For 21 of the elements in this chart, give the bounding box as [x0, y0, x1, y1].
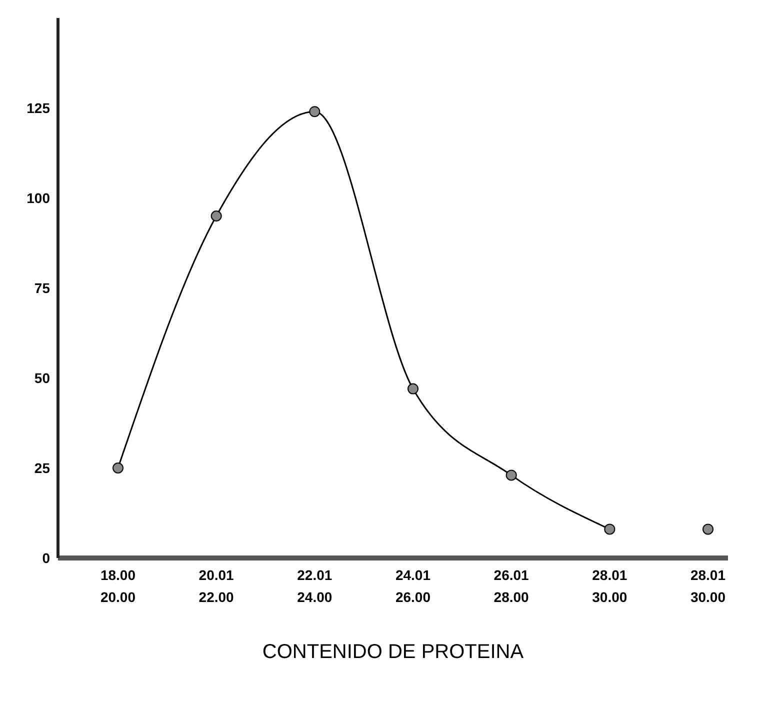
- point: [210, 210, 222, 222]
- point: [408, 383, 418, 394]
- y-tick-label: 25: [34, 460, 50, 476]
- point: [112, 462, 124, 474]
- x-tick-label: 22.01 24.00: [297, 567, 332, 605]
- x-tick-label: 26.01 28.00: [494, 567, 530, 605]
- x-tick-label: 28.01 30.00: [592, 567, 628, 605]
- point: [604, 524, 616, 535]
- x-tick-label: 18.00 20.00: [100, 567, 136, 605]
- x-tick-label: 20.01 22.00: [198, 567, 234, 605]
- y-tick-label: 100: [26, 190, 50, 206]
- y-tick-label: 75: [34, 280, 50, 296]
- y-tick-label: 0: [42, 550, 50, 566]
- y-tick-label: 50: [34, 370, 50, 386]
- point: [702, 524, 714, 535]
- x-axis-title: CONTENIDO DE PROTEINA: [262, 641, 524, 663]
- point: [309, 106, 320, 118]
- x-tick-label: 24.01 26.00: [395, 567, 431, 605]
- point: [506, 470, 517, 481]
- x-tick-label: 28.01 30.00: [690, 567, 726, 605]
- y-tick-label: 125: [26, 100, 50, 116]
